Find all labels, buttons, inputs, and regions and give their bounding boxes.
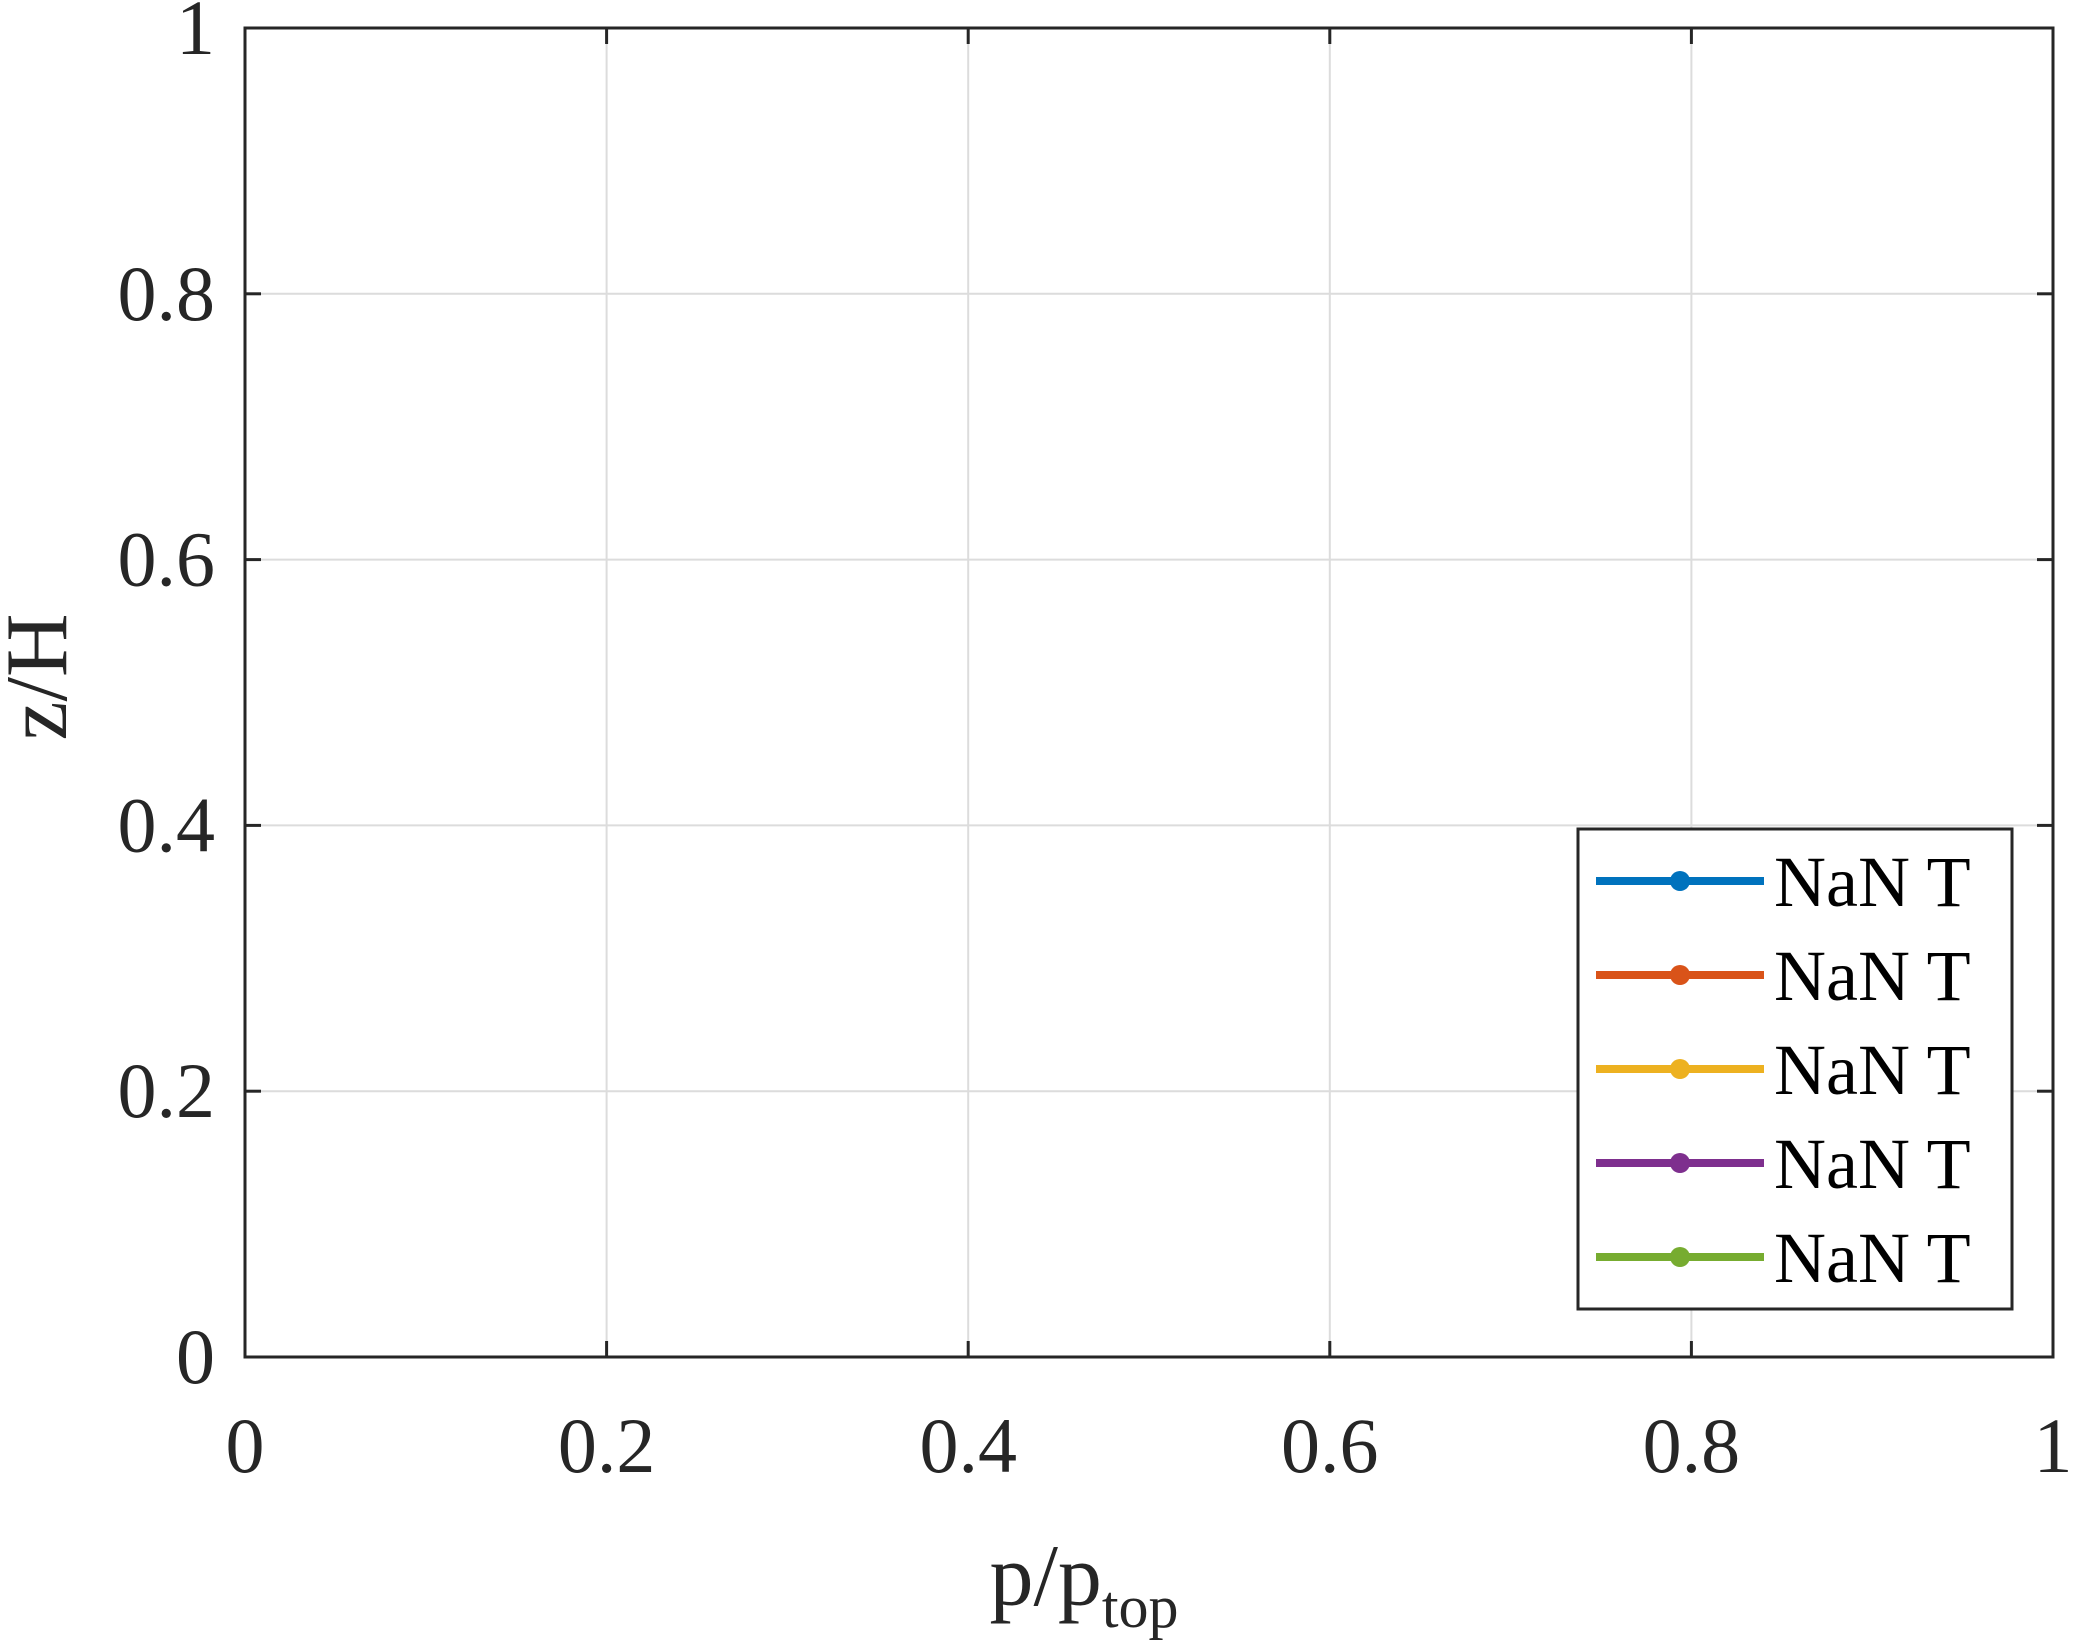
y-tick-label: 0.6 [118,516,216,603]
x-tick-label: 0 [226,1402,265,1489]
x-tick-label: 0.6 [1281,1402,1379,1489]
x-tick-label: 1 [2034,1402,2073,1489]
legend-swatch-marker [1670,1153,1690,1173]
y-tick-label: 0 [176,1313,215,1400]
x-tick-labels: 0 0.2 0.4 0.6 0.8 1 [226,1402,2073,1489]
y-axis-label: z/H [0,613,86,740]
x-tick-label: 0.8 [1643,1402,1741,1489]
axes-frame [243,26,2055,1359]
x-tick-label: 0.2 [558,1402,656,1489]
y-tick-label: 0.2 [118,1047,216,1134]
y-tick-label: 0.8 [118,250,216,337]
y-tick-label: 0.4 [118,781,216,868]
y-tick-label: 1 [176,0,215,71]
x-axis-label: p/ptop [989,1528,1178,1640]
legend-swatch-marker [1670,871,1690,891]
legend: NaN T NaN T NaN T NaN T NaN T [1576,827,2014,1311]
legend-label: NaN T [1774,1124,1971,1204]
legend-swatch-marker [1670,965,1690,985]
legend-label: NaN T [1774,1218,1971,1298]
legend-swatch-marker [1670,1059,1690,1079]
axes-box [243,26,2055,1359]
x-tick-label: 0.4 [919,1402,1017,1489]
legend-label: NaN T [1774,936,1971,1016]
legend-swatch-marker [1670,1247,1690,1267]
legend-label: NaN T [1774,842,1971,922]
y-tick-labels: 0 0.2 0.4 0.6 0.8 1 [118,0,216,1400]
legend-label: NaN T [1774,1030,1971,1110]
